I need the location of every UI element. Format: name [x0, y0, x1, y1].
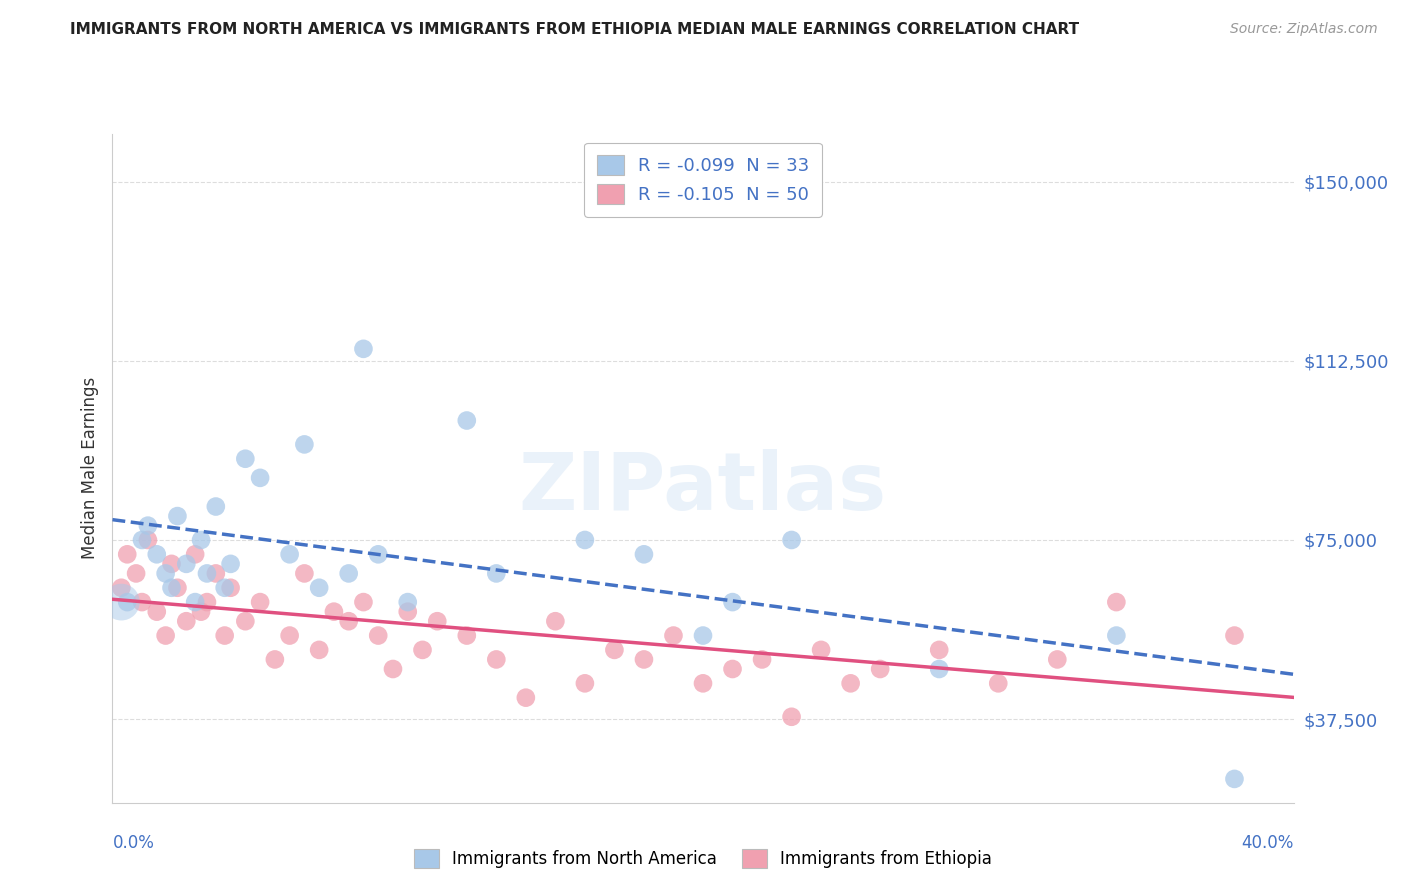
Point	[308, 643, 330, 657]
Point	[721, 595, 744, 609]
Point	[174, 614, 197, 628]
Point	[214, 581, 236, 595]
Point	[456, 413, 478, 427]
Point	[1223, 772, 1246, 786]
Point	[131, 595, 153, 609]
Text: 40.0%: 40.0%	[1241, 834, 1294, 852]
Point	[396, 605, 419, 619]
Point	[337, 614, 360, 628]
Point	[146, 547, 169, 561]
Point	[382, 662, 405, 676]
Point	[155, 566, 177, 581]
Point	[166, 581, 188, 595]
Y-axis label: Median Male Earnings: Median Male Earnings	[80, 377, 98, 559]
Point	[1223, 628, 1246, 642]
Point	[205, 566, 228, 581]
Point	[160, 581, 183, 595]
Point	[515, 690, 537, 705]
Point	[278, 547, 301, 561]
Point	[233, 614, 256, 628]
Point	[190, 605, 212, 619]
Point	[928, 643, 950, 657]
Point	[155, 628, 177, 642]
Point	[146, 605, 169, 619]
Point	[426, 614, 449, 628]
Point	[160, 557, 183, 571]
Point	[125, 566, 148, 581]
Point	[292, 437, 315, 451]
Point	[603, 643, 626, 657]
Point	[485, 566, 508, 581]
Point	[780, 533, 803, 547]
Point	[323, 605, 346, 619]
Point	[195, 595, 218, 609]
Point	[110, 581, 132, 595]
Point	[174, 557, 197, 571]
Point	[214, 628, 236, 642]
Point	[205, 500, 228, 514]
Point	[249, 595, 271, 609]
Point	[574, 676, 596, 690]
Point	[751, 652, 773, 666]
Text: Source: ZipAtlas.com: Source: ZipAtlas.com	[1230, 22, 1378, 37]
Point	[633, 547, 655, 561]
Point	[337, 566, 360, 581]
Point	[352, 342, 374, 356]
Point	[692, 628, 714, 642]
Point	[367, 547, 389, 561]
Point	[184, 595, 207, 609]
Point	[411, 643, 433, 657]
Point	[456, 628, 478, 642]
Point	[117, 547, 138, 561]
Point	[278, 628, 301, 642]
Point	[633, 652, 655, 666]
Point	[1046, 652, 1069, 666]
Point	[136, 518, 159, 533]
Point	[662, 628, 685, 642]
Point	[190, 533, 212, 547]
Point	[308, 581, 330, 595]
Point	[721, 662, 744, 676]
Point	[1105, 595, 1128, 609]
Point	[485, 652, 508, 666]
Point	[184, 547, 207, 561]
Point	[396, 595, 419, 609]
Point	[219, 581, 242, 595]
Text: 0.0%: 0.0%	[112, 834, 155, 852]
Point	[292, 566, 315, 581]
Point	[233, 451, 256, 466]
Point	[352, 595, 374, 609]
Point	[869, 662, 891, 676]
Point	[839, 676, 862, 690]
Text: IMMIGRANTS FROM NORTH AMERICA VS IMMIGRANTS FROM ETHIOPIA MEDIAN MALE EARNINGS C: IMMIGRANTS FROM NORTH AMERICA VS IMMIGRA…	[70, 22, 1080, 37]
Legend: R = -0.099  N = 33, R = -0.105  N = 50: R = -0.099 N = 33, R = -0.105 N = 50	[583, 143, 823, 217]
Point	[574, 533, 596, 547]
Point	[166, 509, 188, 524]
Point	[367, 628, 389, 642]
Point	[117, 595, 138, 609]
Legend: Immigrants from North America, Immigrants from Ethiopia: Immigrants from North America, Immigrant…	[408, 843, 998, 875]
Point	[195, 566, 218, 581]
Point	[219, 557, 242, 571]
Point	[928, 662, 950, 676]
Point	[810, 643, 832, 657]
Point	[131, 533, 153, 547]
Point	[136, 533, 159, 547]
Point	[1105, 628, 1128, 642]
Point	[110, 595, 132, 609]
Point	[544, 614, 567, 628]
Point	[692, 676, 714, 690]
Point	[249, 471, 271, 485]
Point	[987, 676, 1010, 690]
Point	[264, 652, 287, 666]
Text: ZIPatlas: ZIPatlas	[519, 450, 887, 527]
Point	[780, 710, 803, 724]
